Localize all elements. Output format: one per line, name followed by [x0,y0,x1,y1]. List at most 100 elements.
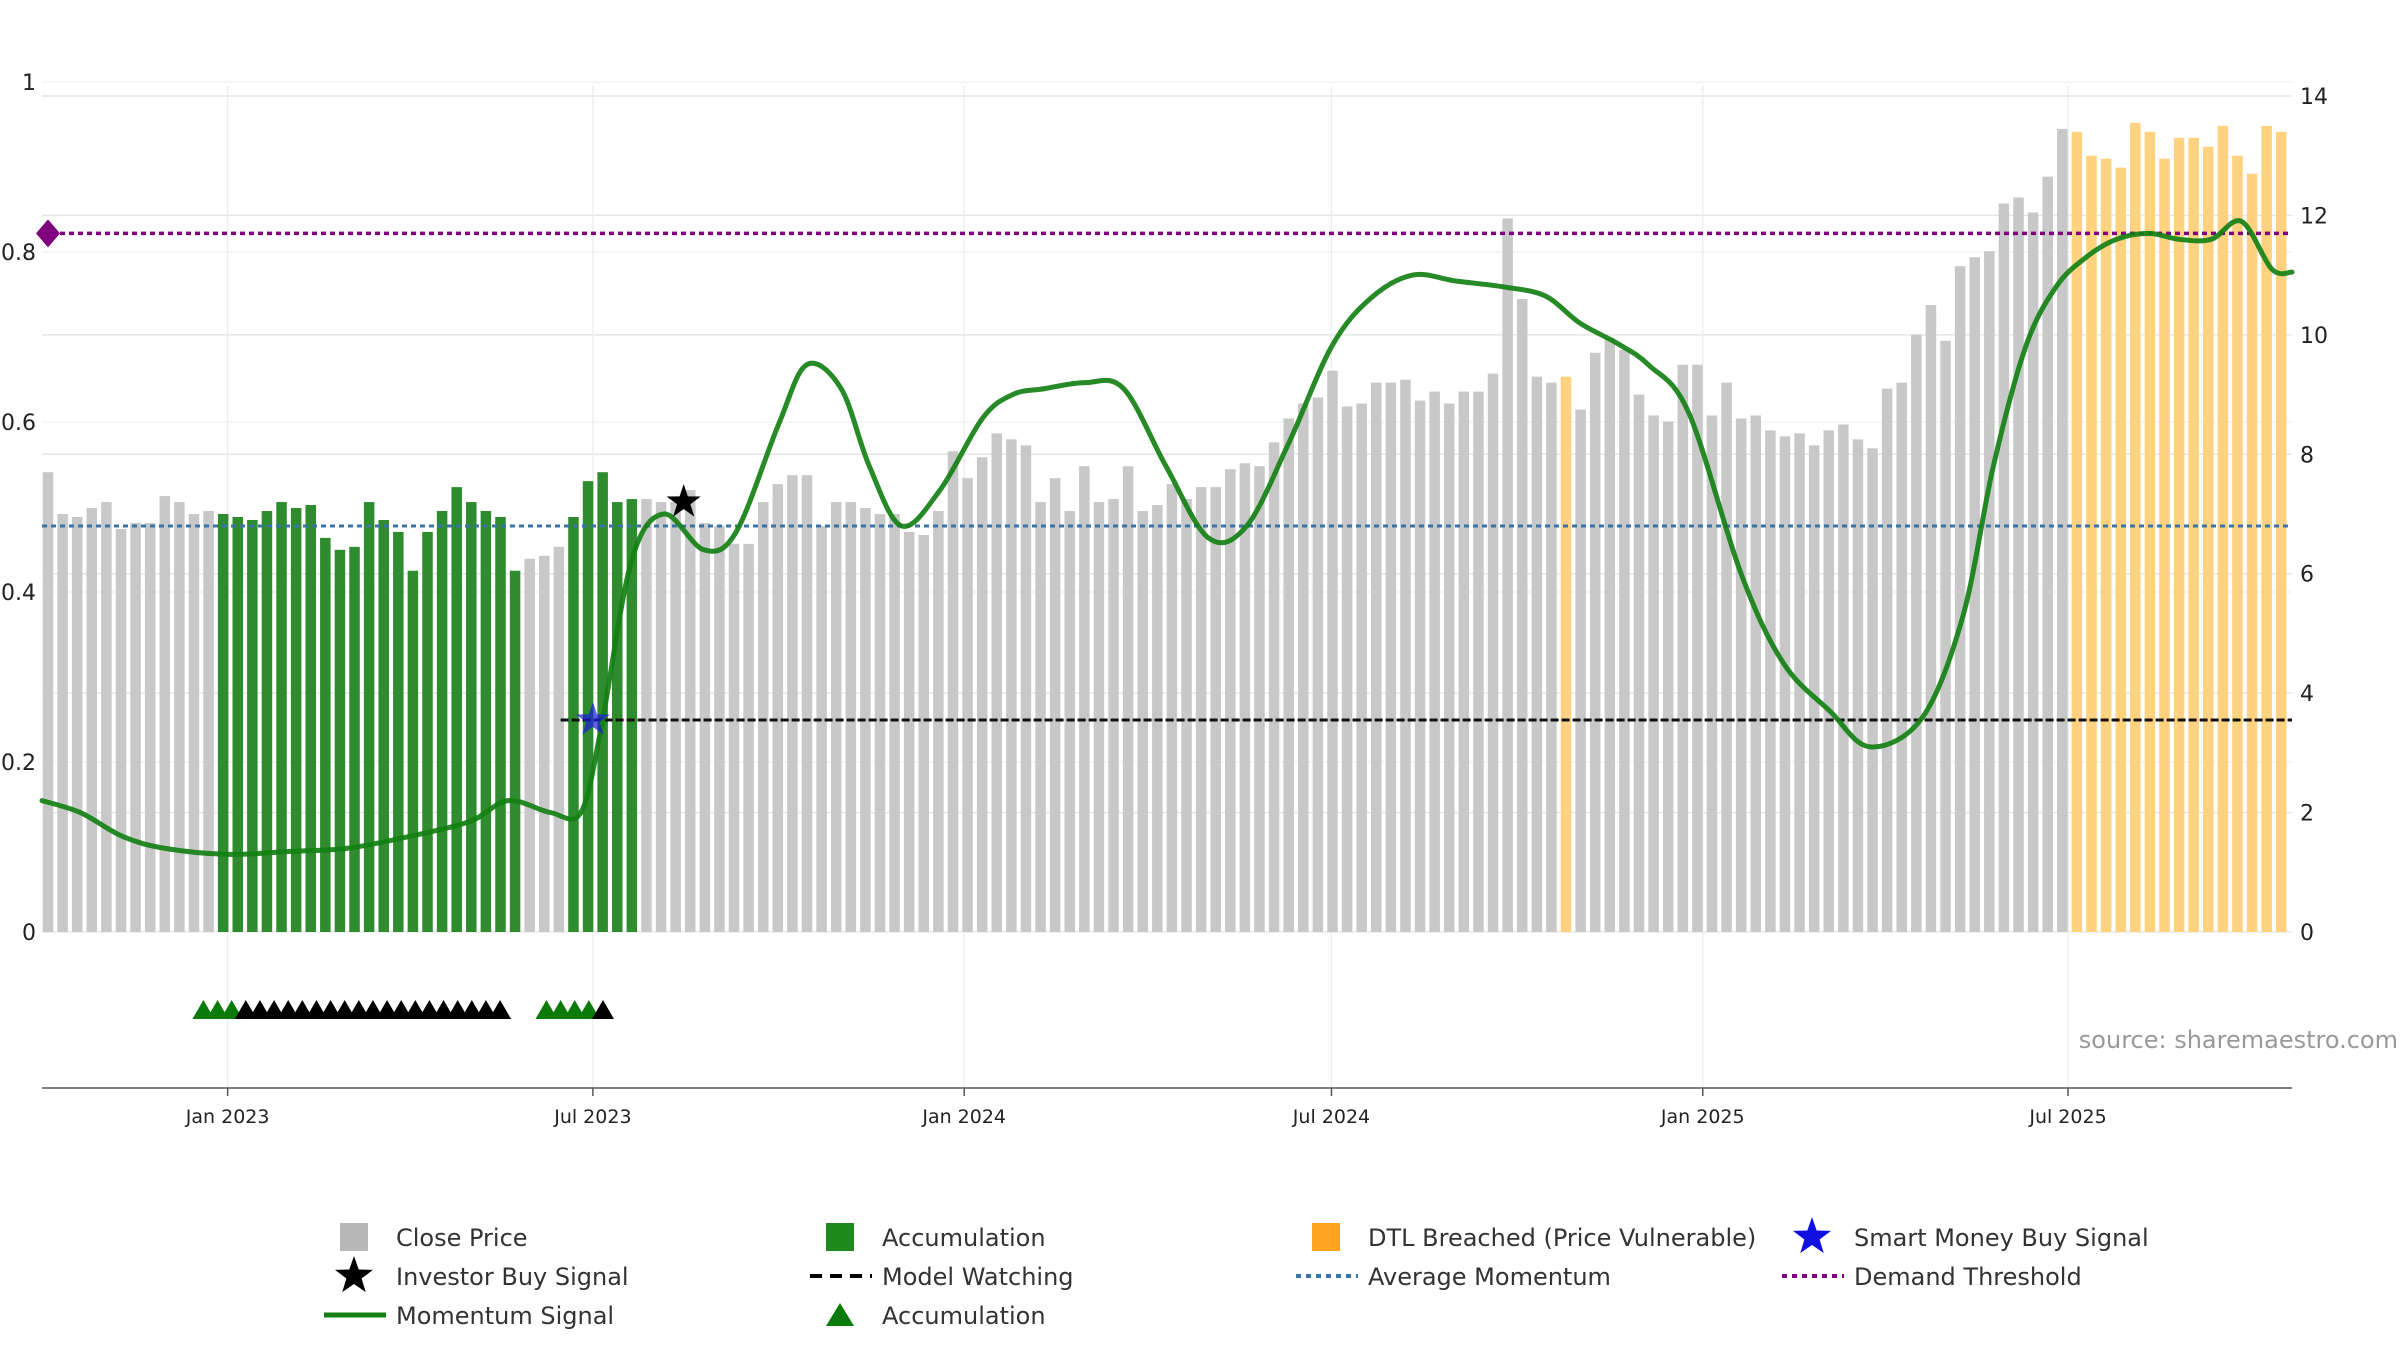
close-price-bar [159,496,171,932]
close-price-bar [903,531,915,932]
accumulation-bar [378,519,389,932]
legend-item: Investor Buy Signal [334,1256,629,1293]
legend-item: Accumulation [826,1223,1046,1252]
right-axis-tick-label: 14 [2300,85,2328,110]
accumulation-marker [263,1000,286,1019]
close-price-bar [1254,466,1265,932]
close-price-bar [1283,418,1294,932]
right-axis-tick-label: 2 [2300,802,2314,827]
accumulation-marker [248,1000,271,1019]
close-price-bar [2057,128,2068,933]
accumulation-bar [626,499,638,932]
close-price-bar [976,457,988,932]
accumulation-bar [509,570,521,932]
close-price-bar [101,502,112,932]
close-price-bar [1341,406,1353,932]
legend-square-icon [826,1223,854,1251]
dtl-breached-bar [2115,167,2126,932]
close-price-bar [1122,466,1134,932]
accumulation-bar [305,505,316,932]
legend-label: Accumulation [882,1224,1046,1252]
accumulation-bar [276,502,287,932]
close-price-bar [71,516,83,932]
dtl-breached-bar [2071,131,2083,933]
dtl-breached-bar [1560,376,1572,933]
close-price-bar [1721,382,1732,933]
close-price-bar [553,546,565,932]
accumulation-marker [549,1000,572,1019]
close-price-bar [918,534,930,932]
legend-star-icon [1792,1217,1832,1254]
close-price-bar [1706,415,1718,932]
close-price-bar [772,484,784,932]
legend-item: Accumulation [826,1302,1046,1330]
close-price-bar [670,502,681,932]
dtl-breached-bar [2159,158,2170,932]
legend-label: Model Watching [882,1263,1074,1291]
close-price-bar [1035,502,1046,932]
legend-item: Average Momentum [1296,1263,1611,1291]
accumulation-marker [376,1000,399,1019]
close-price-bar [874,514,886,932]
right-axis-tick-label: 4 [2300,682,2314,707]
close-price-bar [130,522,141,932]
accumulation-bar [247,519,258,932]
close-price-bar [1765,430,1776,932]
accumulation-bar [349,546,360,932]
close-price-bar [1414,400,1426,932]
right-axis-tick-label: 0 [2300,921,2314,946]
accumulation-bar [363,502,375,932]
legend: Close Price Accumulation DTL Breached (Pri… [324,1217,2149,1330]
accumulation-bar [597,472,608,932]
close-price-bar [1954,266,1966,933]
signal-markers [192,484,701,1019]
dtl-breached-bar [2144,131,2156,933]
x-axis-tick-label: Jul 2024 [1292,1106,1370,1128]
dtl-breached-bar [2086,155,2097,932]
close-price-bar [1925,305,1937,932]
accumulation-marker [489,1000,512,1019]
close-price-bar [1327,370,1338,933]
accumulation-marker [333,1000,356,1019]
close-price-bar [1137,511,1148,932]
close-price-bar [1443,403,1455,932]
close-price-bar [1940,340,1951,932]
x-axis-tick-label: Jan 2023 [185,1106,270,1128]
right-axis-tick-label: 8 [2300,443,2314,468]
accumulation-marker [418,1000,441,1019]
close-price-bar [714,525,725,932]
accumulation-marker [206,1000,229,1019]
close-price-bar [1487,373,1499,933]
close-price-bar [1969,257,1980,932]
legend-label: Demand Threshold [1854,1263,2082,1291]
close-price-bar [1473,391,1484,933]
close-price-bar [1079,466,1090,932]
close-price-bar [2013,197,2024,932]
accumulation-marker [474,1000,497,1019]
close-price-bar [1312,397,1324,932]
accumulation-bar [582,481,594,932]
close-price-bar [1692,364,1703,932]
close-price-bar [1633,394,1645,933]
close-price-bar [947,451,959,932]
close-price-bar [845,502,857,932]
legend-item: Demand Threshold [1782,1263,2082,1291]
dtl-breached-bar [2232,155,2243,932]
accumulation-bar [334,549,346,932]
momentum-signal-line [39,218,2295,857]
legend-label: Average Momentum [1368,1263,1611,1291]
close-price-bar [1867,448,1878,932]
accumulation-marker [361,1000,384,1019]
legend-item: Close Price [340,1223,528,1252]
close-price-bar [1502,218,1513,932]
accumulation-marker [277,1000,300,1019]
accumulation-bar [217,514,229,932]
close-price-bar [539,555,550,932]
close-price-bar [1750,415,1762,932]
axes: 0 2 4 6 8 10 12 14 0 0.2 0.4 0.6 0.8 1 Jan 2023 Jul 202… [1,71,2328,1128]
accumulation-marker [305,1000,328,1019]
dtl-breached-bar [2203,146,2214,932]
close-price-bar [57,514,68,932]
close-price-bar [830,502,842,932]
demand-threshold-marker [36,219,60,248]
